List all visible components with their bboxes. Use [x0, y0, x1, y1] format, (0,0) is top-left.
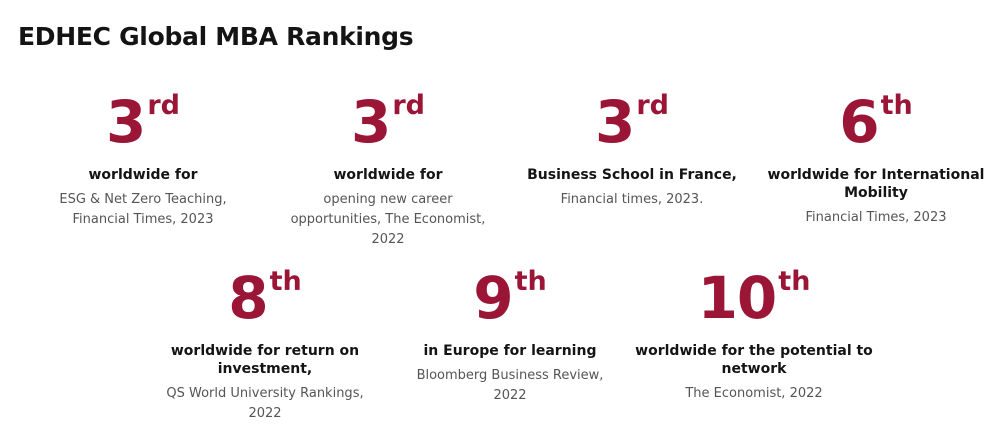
- rank-headline: worldwide for the potential to network: [635, 343, 873, 377]
- rank-number: 8: [228, 264, 268, 332]
- ranking-card-esg: 3rd worldwide for ESG & Net Zero Teachin…: [33, 92, 253, 230]
- rank-value: 8th: [160, 268, 370, 330]
- rank-value: 3rd: [516, 92, 748, 154]
- ranking-card-roi: 8th worldwide for return on investment, …: [160, 268, 370, 424]
- rank-headline: in Europe for learning: [423, 343, 597, 359]
- ranking-card-mobility: 6th worldwide for International Mobility…: [766, 92, 986, 228]
- page-title: EDHEC Global MBA Rankings: [18, 22, 414, 51]
- rank-suffix: rd: [636, 90, 669, 121]
- rank-headline: worldwide for return on investment,: [170, 343, 360, 377]
- rank-source: Bloomberg Business Review, 2022: [416, 368, 604, 403]
- rank-source: ESG & Net Zero Teaching, Financial Times…: [59, 192, 227, 227]
- ranking-card-france: 3rd Business School in France, Financial…: [516, 92, 748, 210]
- rank-number: 3: [350, 88, 391, 156]
- rank-source: QS World University Rankings, 2022: [166, 386, 364, 421]
- rank-headline: worldwide for International Mobility: [767, 167, 985, 201]
- rank-suffix: rd: [392, 90, 425, 121]
- rank-suffix: rd: [147, 90, 180, 121]
- rank-source: Financial times, 2023.: [560, 192, 704, 207]
- rank-source: Financial Times, 2023: [805, 210, 947, 225]
- rank-headline: worldwide for: [88, 167, 198, 183]
- rank-number: 3: [105, 88, 146, 156]
- rank-number: 9: [473, 264, 513, 332]
- ranking-card-learning: 9th in Europe for learning Bloomberg Bus…: [400, 268, 620, 406]
- rank-suffix: th: [778, 266, 811, 297]
- rank-suffix: th: [514, 266, 547, 297]
- rank-suffix: th: [880, 90, 913, 121]
- rank-number: 10: [697, 264, 778, 332]
- rank-headline: worldwide for: [333, 167, 443, 183]
- rank-source: The Economist, 2022: [685, 386, 823, 401]
- rank-number: 6: [839, 88, 879, 156]
- rank-value: 9th: [400, 268, 620, 330]
- rank-number: 3: [594, 88, 635, 156]
- ranking-card-career: 3rd worldwide for opening new career opp…: [283, 92, 493, 250]
- ranking-card-network: 10th worldwide for the potential to netw…: [634, 268, 874, 404]
- rank-value: 3rd: [33, 92, 253, 154]
- rank-value: 10th: [634, 268, 874, 330]
- rank-suffix: th: [269, 266, 302, 297]
- rank-source: opening new career opportunities, The Ec…: [290, 192, 486, 247]
- rank-value: 3rd: [283, 92, 493, 154]
- rank-headline: Business School in France,: [527, 167, 737, 183]
- rank-value: 6th: [766, 92, 986, 154]
